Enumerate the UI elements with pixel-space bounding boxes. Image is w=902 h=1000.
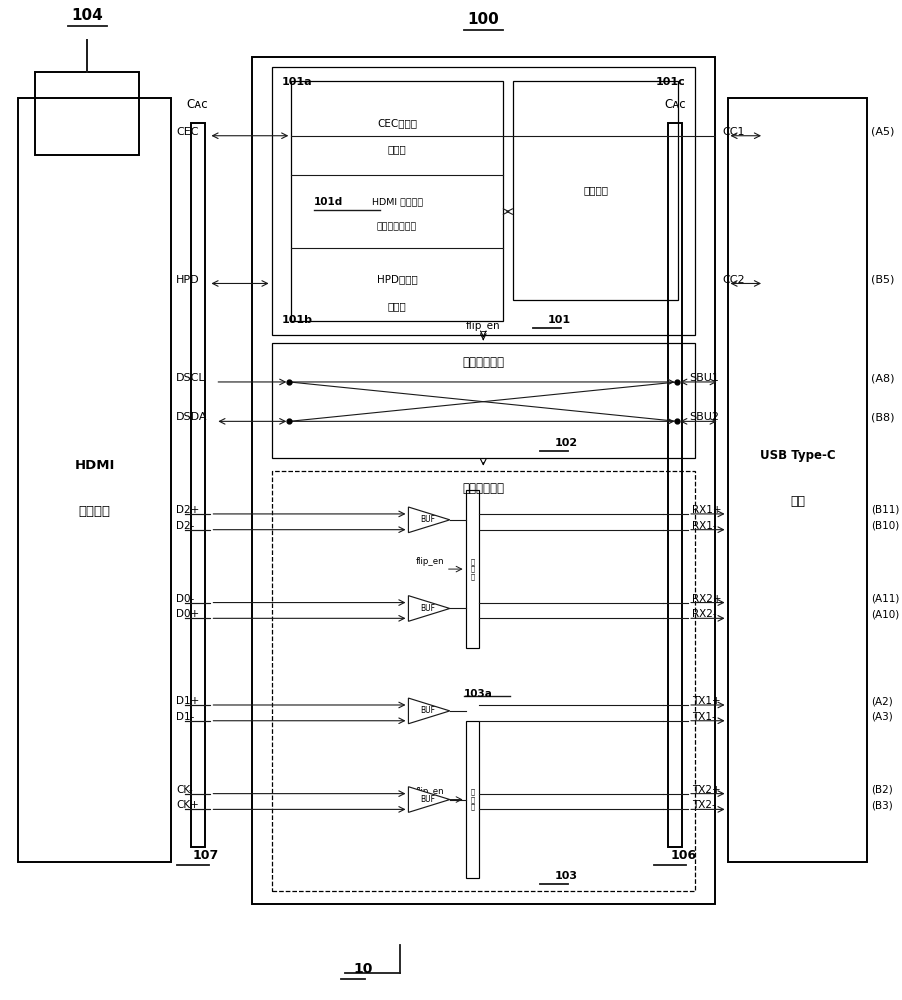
Text: CK+: CK+ (176, 800, 198, 810)
Text: 换单元: 换单元 (388, 301, 407, 311)
Text: HDMI: HDMI (75, 459, 115, 472)
Bar (668, 123, 682, 847)
Text: D1+: D1+ (176, 696, 199, 706)
Text: TX1+: TX1+ (692, 696, 721, 706)
Text: (A8): (A8) (871, 373, 895, 383)
Bar (272, 343, 695, 458)
Text: 101b: 101b (281, 315, 312, 325)
Text: RX1-: RX1- (692, 521, 717, 531)
Text: 发现与确认单元: 发现与确认单元 (377, 222, 418, 231)
Text: (B5): (B5) (871, 275, 895, 285)
Text: 源端设备: 源端设备 (78, 505, 111, 518)
Bar (272, 67, 695, 335)
Polygon shape (409, 596, 450, 621)
Text: D2-: D2- (176, 521, 194, 531)
Text: flip_en: flip_en (415, 557, 444, 566)
Text: RX2+: RX2+ (692, 594, 722, 604)
Text: (A11): (A11) (871, 594, 899, 604)
Text: 106: 106 (670, 849, 696, 862)
Text: 传
输
器: 传 输 器 (471, 558, 474, 580)
Text: CEC信号转: CEC信号转 (377, 118, 417, 128)
Text: 101a: 101a (281, 77, 312, 87)
Text: SBU2: SBU2 (689, 412, 719, 422)
Bar (513, 81, 678, 300)
Text: 交叉开关单元: 交叉开关单元 (463, 356, 504, 369)
Text: BUF: BUF (420, 515, 435, 524)
Text: RX1+: RX1+ (692, 505, 722, 515)
Text: 104: 104 (71, 8, 103, 23)
Text: (A5): (A5) (871, 127, 895, 137)
Text: 100: 100 (467, 12, 499, 27)
Text: 102: 102 (554, 438, 577, 448)
Text: USB Type-C: USB Type-C (759, 449, 835, 462)
Text: TX2+: TX2+ (692, 785, 721, 795)
Bar (35, 72, 139, 155)
Text: DSDA: DSDA (176, 412, 207, 422)
Text: CK-: CK- (176, 785, 193, 795)
Bar (465, 721, 479, 878)
Text: BUF: BUF (420, 604, 435, 613)
Text: RX2-: RX2- (692, 609, 717, 619)
Text: TX2-: TX2- (692, 800, 716, 810)
Polygon shape (409, 787, 450, 812)
Text: flip_en: flip_en (415, 787, 444, 796)
Bar (728, 98, 868, 862)
Text: HPD信号转: HPD信号转 (377, 275, 418, 285)
Text: BUF: BUF (420, 706, 435, 715)
Bar (465, 490, 479, 648)
Text: 103: 103 (554, 871, 577, 881)
Text: (A10): (A10) (871, 609, 899, 619)
Text: D0+: D0+ (176, 609, 199, 619)
Text: 101: 101 (548, 315, 570, 325)
Text: 103a: 103a (464, 689, 492, 699)
Bar (18, 98, 171, 862)
Text: (B11): (B11) (871, 505, 899, 515)
Text: 检测单元: 检测单元 (583, 185, 608, 195)
Text: (A3): (A3) (871, 712, 893, 722)
Text: (A2): (A2) (871, 696, 893, 706)
Text: (B8): (B8) (871, 412, 895, 422)
Text: DSCL: DSCL (176, 373, 206, 383)
Text: 101d: 101d (314, 197, 343, 207)
Text: BUF: BUF (420, 795, 435, 804)
Text: 107: 107 (193, 849, 219, 862)
Text: HDMI 传输模式: HDMI 传输模式 (372, 197, 423, 206)
Text: (B10): (B10) (871, 521, 899, 531)
Text: flip_en: flip_en (466, 320, 501, 331)
Text: D0-: D0- (176, 594, 194, 604)
Text: Cᴀᴄ: Cᴀᴄ (665, 98, 686, 111)
Text: 信号传输单元: 信号传输单元 (463, 482, 504, 495)
Text: TX1-: TX1- (692, 712, 716, 722)
Bar (291, 81, 503, 321)
Text: 插座: 插座 (790, 495, 805, 508)
Text: 传
输
器: 传 输 器 (471, 789, 474, 810)
Text: SBU1: SBU1 (689, 373, 719, 383)
Text: 101c: 101c (656, 77, 686, 87)
Polygon shape (409, 698, 450, 724)
Text: Cᴀᴄ: Cᴀᴄ (187, 98, 208, 111)
Bar (191, 123, 205, 847)
Bar (252, 57, 714, 904)
Text: D2+: D2+ (176, 505, 199, 515)
Text: 10: 10 (354, 962, 373, 976)
Text: CC2: CC2 (723, 275, 745, 285)
Polygon shape (409, 507, 450, 533)
Text: 换单元: 换单元 (388, 145, 407, 155)
Text: (B3): (B3) (871, 800, 893, 810)
Text: (B2): (B2) (871, 785, 893, 795)
Bar (272, 471, 695, 891)
Text: CC1: CC1 (723, 127, 745, 137)
Text: HPD: HPD (176, 275, 199, 285)
Text: CEC: CEC (176, 127, 198, 137)
Text: D1-: D1- (176, 712, 194, 722)
